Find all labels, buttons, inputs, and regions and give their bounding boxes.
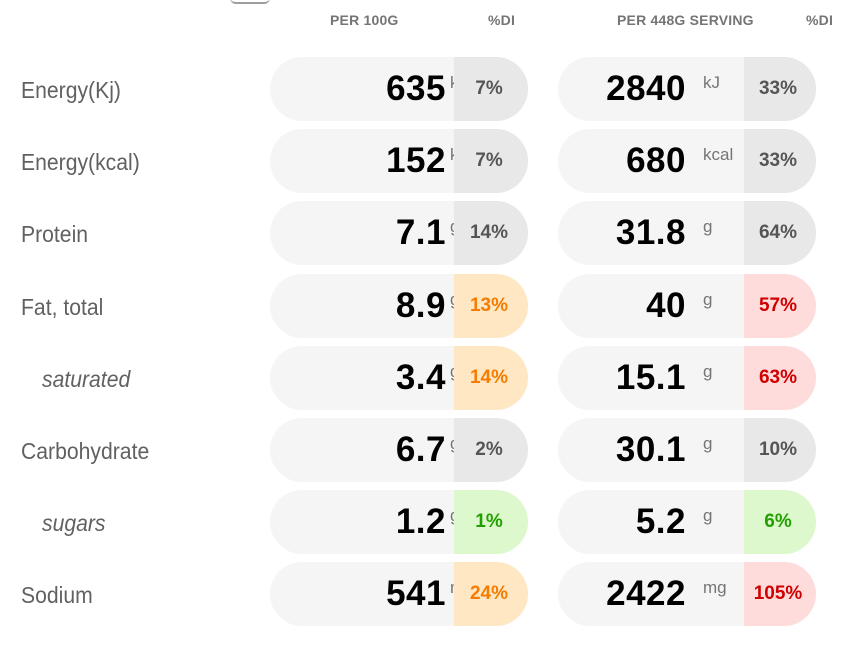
per-serving-di-percent: 105% <box>744 562 816 626</box>
per-serving-cell: 2840 kJ 33% <box>558 57 816 121</box>
table-row: Protein 7.1 g 14% 31.8 g 64% <box>0 201 866 265</box>
per-100g-di-percent: 7% <box>454 57 528 121</box>
per-100g-heading: PER 100G <box>330 12 399 28</box>
per-100g-di-percent: 14% <box>454 346 528 410</box>
nutrient-label: Energy(Kj) <box>21 77 121 103</box>
per-100g-cell: 635 kJ 7% <box>270 57 528 121</box>
per-serving-value: 15.1 <box>615 358 686 397</box>
per-serving-cell: 2422 mg 105% <box>558 562 816 626</box>
nutrient-label: Sodium <box>21 582 93 608</box>
di-heading-serving: %DI <box>806 12 834 28</box>
per-serving-cell: 40 g 57% <box>558 274 816 338</box>
table-row: Energy(Kj) 635 kJ 7% 2840 kJ 33% <box>0 57 866 121</box>
per-100g-di-percent: 13% <box>454 274 528 338</box>
per-serving-value: 31.8 <box>615 213 686 252</box>
per-serving-unit: g <box>703 217 713 236</box>
nutrient-label: saturated <box>42 366 131 392</box>
table-row: saturated 3.4 g 14% 15.1 g 63% <box>0 346 866 410</box>
per-100g-value: 541 <box>386 574 446 613</box>
nutrient-label: Protein <box>21 221 89 247</box>
per-serving-di-percent: 33% <box>744 129 816 193</box>
per-serving-cell: 5.2 g 6% <box>558 490 816 554</box>
nutrient-label: Energy(kcal) <box>21 149 140 175</box>
per-serving-di-percent: 57% <box>744 274 816 338</box>
per-100g-cell: 8.9 g 13% <box>270 274 528 338</box>
per-100g-cell: 152 kcal 7% <box>270 129 528 193</box>
per-serving-value: 2422 <box>606 574 686 613</box>
per-100g-di-percent: 1% <box>454 490 528 554</box>
per-100g-value: 635 <box>386 69 446 108</box>
per-serving-value: 2840 <box>606 69 686 108</box>
nutrient-label: sugars <box>42 510 106 536</box>
per-serving-unit: g <box>703 506 713 525</box>
per-100g-di-percent: 24% <box>454 562 528 626</box>
table-row: Fat, total 8.9 g 13% 40 g 57% <box>0 274 866 338</box>
per-100g-di-percent: 2% <box>454 418 528 482</box>
per-serving-unit: g <box>703 362 713 381</box>
per-serving-heading: PER 448G SERVING <box>617 12 754 28</box>
per-100g-cell: 6.7 g 2% <box>270 418 528 482</box>
nutrient-label: Carbohydrate <box>21 438 150 464</box>
per-serving-di-percent: 10% <box>744 418 816 482</box>
per-serving-value: 680 <box>626 141 686 180</box>
per-serving-di-percent: 64% <box>744 201 816 265</box>
per-serving-unit: g <box>703 434 713 453</box>
per-serving-di-percent: 33% <box>744 57 816 121</box>
per-100g-value: 7.1 <box>395 213 446 252</box>
per-100g-cell: 7.1 g 14% <box>270 201 528 265</box>
table-header: PER 100G %DI PER 448G SERVING %DI <box>0 0 866 40</box>
per-serving-cell: 30.1 g 10% <box>558 418 816 482</box>
per-100g-cell: 1.2 g 1% <box>270 490 528 554</box>
per-100g-di-percent: 7% <box>454 129 528 193</box>
per-100g-value: 3.4 <box>395 358 446 397</box>
per-100g-value: 1.2 <box>395 502 446 541</box>
per-serving-cell: 15.1 g 63% <box>558 346 816 410</box>
per-serving-unit: mg <box>703 578 727 597</box>
per-serving-di-percent: 6% <box>744 490 816 554</box>
table-row: Energy(kcal) 152 kcal 7% 680 kcal 33% <box>0 129 866 193</box>
per-100g-cell: 3.4 g 14% <box>270 346 528 410</box>
per-100g-di-percent: 14% <box>454 201 528 265</box>
per-serving-di-percent: 63% <box>744 346 816 410</box>
per-100g-value: 8.9 <box>395 286 446 325</box>
per-serving-cell: 680 kcal 33% <box>558 129 816 193</box>
nutrient-label: Fat, total <box>21 294 104 320</box>
per-serving-unit: g <box>703 290 713 309</box>
per-serving-value: 30.1 <box>615 430 686 469</box>
per-serving-unit: kJ <box>703 73 720 92</box>
clipped-heading-fragment <box>230 0 270 4</box>
per-serving-cell: 31.8 g 64% <box>558 201 816 265</box>
table-row: Carbohydrate 6.7 g 2% 30.1 g 10% <box>0 418 866 482</box>
table-row: Sodium 541 mg 24% 2422 mg 105% <box>0 562 866 626</box>
di-heading-100g: %DI <box>488 12 516 28</box>
per-100g-value: 152 <box>386 141 446 180</box>
per-100g-cell: 541 mg 24% <box>270 562 528 626</box>
table-row: sugars 1.2 g 1% 5.2 g 6% <box>0 490 866 554</box>
per-serving-value: 40 <box>646 286 686 325</box>
per-100g-value: 6.7 <box>395 430 446 469</box>
per-serving-unit: kcal <box>703 145 734 164</box>
per-serving-value: 5.2 <box>635 502 686 541</box>
